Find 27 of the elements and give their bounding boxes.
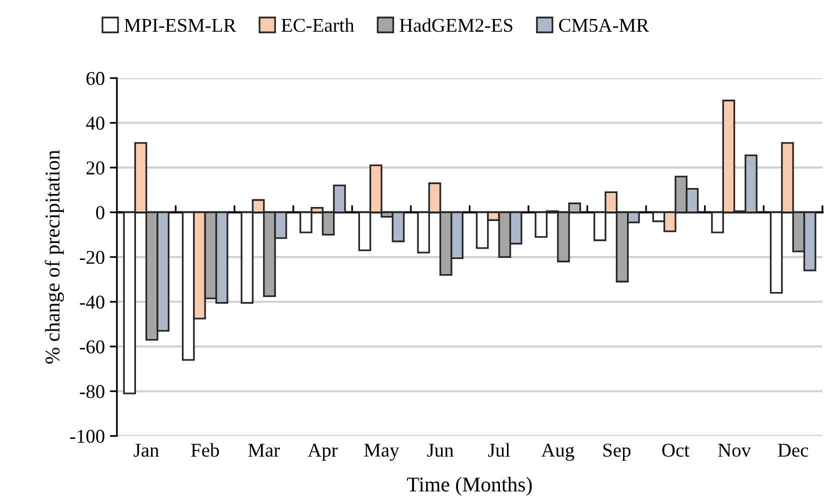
y-tick-label: -20 (80, 250, 104, 264)
y-axis-title: % change of precipitation (44, 150, 64, 364)
x-tick-label: Apr (308, 444, 338, 461)
x-tick-label: Jan (134, 444, 159, 457)
x-tick-label: Jul (488, 443, 510, 457)
x-tick-label: Mar (248, 444, 280, 457)
y-tick-label: 40 (86, 116, 104, 130)
x-tick-label: Jun (427, 444, 454, 457)
x-axis-title: Time (Months) (407, 476, 532, 496)
x-tick-label: Nov (718, 444, 752, 457)
x-tick-label: Aug (541, 444, 574, 461)
legend-label: MPI-ESM-LR (124, 18, 236, 32)
legend-label: CM5A-MR (559, 18, 650, 32)
y-tick-label: -40 (80, 296, 104, 309)
x-tick-label: May (364, 444, 400, 461)
y-tick-label: 20 (86, 161, 104, 175)
x-tick-label: Sep (603, 444, 631, 461)
y-tick-label: -60 (80, 340, 104, 354)
x-tick-label: Dec (778, 444, 808, 457)
y-tick-label: -80 (80, 385, 104, 398)
x-tick-label: Feb (191, 443, 219, 457)
legend-label: HadGEM2-ES (400, 18, 512, 32)
x-tick-label: Oct (662, 444, 690, 457)
y-tick-label: 0 (96, 206, 104, 220)
legend-label: EC-Earth (281, 18, 354, 32)
y-tick-label: 60 (86, 72, 104, 86)
y-tick-label: -100 (70, 430, 104, 443)
